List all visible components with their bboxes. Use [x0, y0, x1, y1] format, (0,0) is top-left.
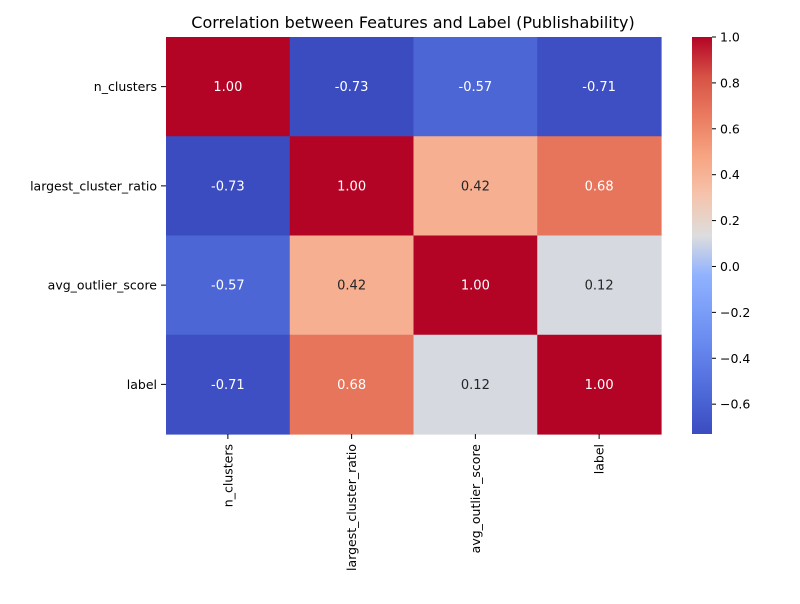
cell-annotation: 1.00: [585, 378, 614, 393]
colorbar-tick-label: 1.0: [720, 30, 740, 45]
x-tick-label: n_clusters: [220, 444, 235, 507]
cell-annotation: 0.12: [585, 279, 614, 294]
chart-title: Correlation between Features and Label (…: [191, 13, 634, 32]
colorbar-tick-label: 0.0: [720, 259, 740, 274]
cell-annotation: -0.57: [211, 279, 245, 294]
colorbar-tick-label: 0.2: [720, 213, 740, 228]
cell-annotation: -0.57: [459, 80, 493, 95]
x-tick-label: largest_cluster_ratio: [344, 444, 359, 571]
heatmap-cell: [537, 334, 662, 435]
cell-annotation: -0.71: [582, 80, 616, 95]
colorbar-tick-label: 0.6: [720, 121, 740, 136]
cell-annotation: 0.42: [461, 179, 490, 194]
cell-annotation: 0.12: [461, 378, 490, 393]
heatmap-cell: [537, 136, 662, 237]
heatmap-cell: [413, 235, 538, 336]
cell-annotation: 1.00: [461, 279, 490, 294]
cell-annotation: -0.71: [211, 378, 245, 393]
heatmap-cell: [289, 334, 415, 435]
cell-annotation: 0.68: [585, 179, 614, 194]
cell-annotation: 0.42: [337, 279, 366, 294]
colorbar-tick-label: −0.4: [720, 351, 750, 366]
cell-annotation: 1.00: [213, 80, 242, 95]
heatmap-cell: [537, 37, 662, 137]
heatmap-cell: [537, 235, 662, 336]
y-tick-label: avg_outlier_score: [48, 278, 158, 293]
heatmap-cell: [166, 235, 291, 336]
heatmap-cell: [289, 136, 415, 237]
y-tick-label: label: [127, 377, 157, 392]
colorbar-gradient: [692, 37, 712, 434]
cell-annotation: -0.73: [211, 179, 245, 194]
heatmap-annotations: 1.00 -0.73 -0.57 -0.71 -0.73 1.00 0.42 0.68 -0.5…: [211, 80, 616, 393]
heatmap-cell: [413, 136, 538, 237]
colorbar-tick-label: 0.4: [720, 167, 740, 182]
cell-annotation: 1.00: [337, 179, 366, 194]
cell-annotation: 0.68: [337, 378, 366, 393]
heatmap-cell: [413, 37, 538, 137]
y-tick-label: n_clusters: [94, 79, 157, 94]
x-tick-label: avg_outlier_score: [468, 444, 483, 554]
heatmap-cell: [166, 37, 291, 137]
heatmap-cells: [166, 37, 662, 435]
colorbar-tick-label: −0.2: [720, 305, 750, 320]
colorbar-tick-label: −0.6: [720, 397, 750, 412]
heatmap-cell: [166, 334, 291, 435]
colorbar-tick-label: 0.8: [720, 75, 740, 90]
cell-annotation: -0.73: [335, 80, 369, 95]
heatmap-cell: [166, 136, 291, 237]
heatmap-cell: [413, 334, 538, 435]
y-axis: n_clusters largest_cluster_ratio avg_outli…: [30, 79, 166, 392]
heatmap-cell: [289, 37, 415, 137]
y-tick-label: largest_cluster_ratio: [30, 178, 157, 193]
colorbar: −0.6 −0.4 −0.2 0.0 0.2 0.4 0.6 0.8 1.0: [692, 30, 750, 434]
x-axis: n_clusters largest_cluster_ratio avg_outli…: [220, 434, 607, 571]
heatmap-cell: [289, 235, 415, 336]
x-tick-label: label: [592, 444, 607, 474]
